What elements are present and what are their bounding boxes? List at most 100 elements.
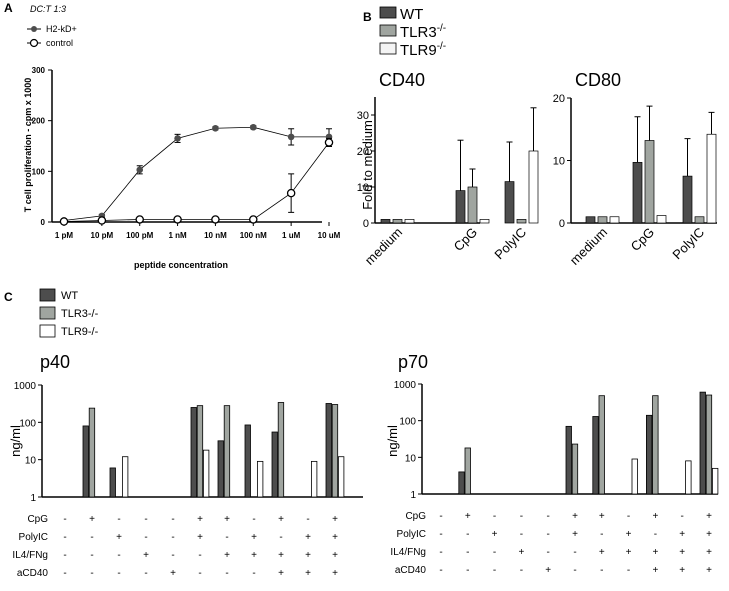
sign-il4: + <box>518 547 524 558</box>
bar-tlr3 <box>598 395 605 495</box>
ytick-label: 30 <box>357 110 369 122</box>
category-label: medium <box>567 225 610 268</box>
bar-wt <box>646 414 653 495</box>
sign-polyic: + <box>492 529 498 540</box>
sign-cpg: - <box>520 511 523 522</box>
sign-cpg: + <box>332 514 338 525</box>
sign-polyic: - <box>90 532 93 543</box>
bar-tlr9 <box>631 458 638 495</box>
point-h2kd <box>136 166 144 174</box>
legend-c-swatch-tlr3 <box>39 306 56 320</box>
legend-swatch-wt <box>379 6 397 19</box>
chart-cd80: 0 10 20 medium CpG PolyIC <box>553 93 717 268</box>
bar-wt <box>82 425 89 498</box>
sign-il4: - <box>439 547 442 558</box>
point-control <box>286 188 296 198</box>
point-control <box>249 215 258 224</box>
sign-cpg: - <box>306 514 309 525</box>
sign-cpg: + <box>197 514 203 525</box>
sign-polyic: - <box>279 532 282 543</box>
bar-wt <box>504 181 515 224</box>
point-h2kd <box>174 135 181 142</box>
bar-wt <box>217 440 224 498</box>
sign-polyic: - <box>225 532 228 543</box>
bar-tlr9 <box>685 460 692 495</box>
sign-acd40: + <box>170 568 176 579</box>
bar-tlr9 <box>712 467 719 495</box>
sign-acd40: + <box>679 565 685 576</box>
legend-label-control: control <box>46 38 73 48</box>
bar-tlr3 <box>597 216 608 224</box>
sign-cpg: + <box>224 514 230 525</box>
sign-acd40: - <box>520 565 523 576</box>
bar-wt <box>682 175 693 224</box>
sign-il4: - <box>493 547 496 558</box>
chart-a-proliferation: 0 100 200 300 1 pM 10 pM 100 pM 1 nM 10 nM 100 nM… <box>32 66 341 240</box>
chart-a-ylabel: T cell proliferation - cpm x 1000 <box>23 78 33 213</box>
bar-wt <box>565 425 572 495</box>
chart-a-xlabel: peptide concentration <box>134 260 228 270</box>
legend-swatch-tlr3 <box>379 24 397 37</box>
bar-wt <box>380 219 391 224</box>
sign-cpg: - <box>63 514 66 525</box>
sign-cpg: - <box>252 514 255 525</box>
chart-p70: 1 10 100 1000 CpG PolyIC IL4/FNg aCD40 - - - - + - - - -… <box>390 380 719 576</box>
sign-acd40: - <box>627 565 630 576</box>
sign-cpg: - <box>681 511 684 522</box>
ytick-label: 100 <box>399 417 416 428</box>
ytick-label: 0 <box>363 218 369 230</box>
sign-il4: - <box>466 547 469 558</box>
sign-acd40: - <box>573 565 576 576</box>
ytick-label: 20 <box>553 93 565 105</box>
legend-b-tlr3-sup: -/- <box>437 23 446 34</box>
sign-cpg: + <box>572 511 578 522</box>
sign-il4: + <box>251 550 257 561</box>
sign-il4: + <box>224 550 230 561</box>
condition-label: DC:T 1:3 <box>30 4 66 14</box>
sign-acd40: + <box>545 565 551 576</box>
point-control <box>211 215 220 224</box>
chart-a-xtick-label: 10 uM <box>318 231 341 240</box>
p40-title: p40 <box>40 352 70 372</box>
sign-acd40: - <box>439 565 442 576</box>
legend-c-wt: WT <box>61 290 78 302</box>
chart-a-ytick-label: 200 <box>32 117 46 126</box>
sign-polyic: + <box>679 529 685 540</box>
chart-b-ylabel: Fold to medium <box>360 120 375 210</box>
sign-cpg: + <box>278 514 284 525</box>
row-label-il4: IL4/FNg <box>390 547 426 558</box>
ytick-label: 1 <box>30 493 36 504</box>
sign-polyic: - <box>654 529 657 540</box>
bar-wt <box>190 407 197 498</box>
bar-wt <box>632 162 643 224</box>
sign-cpg: - <box>171 514 174 525</box>
chart-a-xtick-label: 1 pM <box>55 231 74 240</box>
bar-tlr9 <box>706 133 717 224</box>
chart-a-xtick-label: 10 nM <box>204 231 227 240</box>
point-control <box>324 138 334 147</box>
sign-polyic: + <box>197 532 203 543</box>
legend-b-tlr3-base: TLR3 <box>400 24 437 41</box>
category-label: PolyIC <box>669 225 707 263</box>
sign-cpg: + <box>465 511 471 522</box>
p40-ylabel: ng/ml <box>8 425 23 457</box>
sign-polyic: + <box>572 529 578 540</box>
sign-polyic: + <box>305 532 311 543</box>
chart-a-xtick-label: 100 pM <box>126 231 153 240</box>
bar-tlr3 <box>331 404 339 498</box>
sign-il4: + <box>143 550 149 561</box>
sign-il4: + <box>679 547 685 558</box>
row-label-il4: IL4/FNg <box>12 550 48 561</box>
row-label-polyic: PolyIC <box>397 529 426 540</box>
cd80-title: CD80 <box>575 70 621 90</box>
ytick-label: 1000 <box>14 381 37 392</box>
bar-tlr3 <box>88 407 96 498</box>
point-h2kd <box>212 124 219 132</box>
sign-acd40: + <box>332 568 338 579</box>
sign-acd40: - <box>198 568 201 579</box>
sign-acd40: + <box>278 568 284 579</box>
point-h2kd <box>287 133 295 141</box>
panel-b-letter: B <box>363 10 372 24</box>
sign-acd40: + <box>652 565 658 576</box>
legend-marker-h2kd <box>31 26 37 32</box>
